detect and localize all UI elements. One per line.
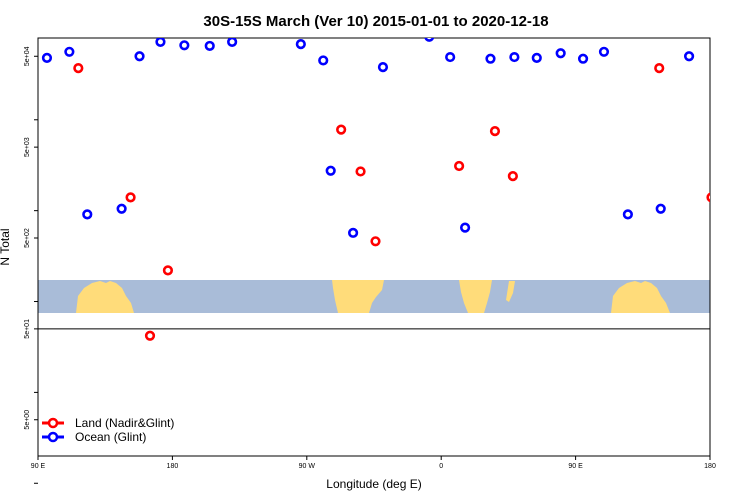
ocean-point-27 [655, 203, 666, 214]
x-tick-label-3: 0 [439, 463, 443, 470]
x-tick-label-2: 90 W [299, 463, 316, 470]
ocean-point-18 [445, 51, 456, 63]
x-tick-label-0: 90 E [31, 463, 46, 470]
ocean-point-7 [204, 40, 215, 52]
land-point-12 [489, 126, 501, 137]
x-tick-label-5: 180 [704, 463, 716, 470]
ocean-point-13 [325, 165, 336, 176]
chart-title: 30S-15S March (Ver 10) 2015-01-01 to 202… [203, 13, 548, 30]
ocean-point-17 [424, 38, 435, 42]
world-map-band [38, 280, 710, 313]
x-axis-label: Longitude (deg E) [326, 477, 421, 491]
land-point-4 [144, 330, 156, 341]
land-australia-2 [611, 281, 670, 313]
land-point-1 [91, 10, 99, 18]
land-america [332, 280, 384, 313]
ocean-point-15 [377, 61, 389, 73]
legend-land-label: Land (Nadir&Glint) [75, 416, 174, 430]
ocean-point-29 [712, 38, 720, 46]
x-tick-label-1: 180 [167, 463, 179, 470]
land-point-10 [454, 160, 465, 172]
legend: Land (Nadir&Glint) Ocean (Glint) [42, 416, 174, 444]
ocean-point-24 [577, 53, 589, 64]
ocean-point-5 [155, 38, 166, 47]
land-point-9 [370, 236, 381, 247]
land-point-15 [672, 10, 680, 18]
ocean-point-6 [179, 40, 190, 51]
land-point-5 [162, 265, 174, 276]
ocean-point-23 [555, 48, 566, 59]
ocean-point-25 [598, 46, 610, 57]
land-point-18 [727, 332, 735, 340]
land-point-14 [654, 63, 665, 74]
x-tick-label-4: 90 E [568, 463, 583, 470]
ocean-point-4 [134, 51, 145, 62]
land-point-3 [125, 192, 136, 203]
land-point-8 [355, 166, 366, 177]
ocean-point-21 [509, 51, 520, 63]
ocean-point-3 [116, 203, 127, 214]
land-point-7 [336, 124, 347, 135]
land-point-0 [73, 63, 84, 74]
ocean-point-0 [41, 52, 53, 63]
y-tick-label-3: 5e+02 [24, 228, 31, 248]
land-point-17 [706, 192, 710, 203]
x-axis: 90 E 180 90 W 0 90 E 180 [31, 456, 716, 470]
ocean-point-20 [485, 53, 496, 64]
land-africa [459, 280, 492, 313]
data-points [41, 10, 735, 341]
ocean-point-28 [683, 51, 695, 62]
legend-land-marker [47, 417, 59, 429]
legend-ocean-label: Ocean (Glint) [75, 430, 146, 444]
ocean-point-11 [295, 39, 306, 50]
y-axis-label: N Total [0, 228, 12, 265]
ocean-point-1 [64, 46, 75, 57]
land-point-16 [693, 23, 701, 31]
ocean-point-12 [318, 55, 329, 66]
ocean-point-22 [531, 52, 542, 63]
y-tick-label-1: 5e+00 [24, 410, 31, 430]
ocean-point-26 [622, 209, 633, 220]
land-point-2 [110, 23, 118, 31]
ocean-point-14 [347, 227, 359, 238]
land-point-13 [507, 171, 518, 182]
y-tick-label-2: 5e+01 [24, 319, 31, 339]
land-madagascar [506, 281, 515, 302]
plot-frame [37, 37, 711, 457]
y-tick-label-5: 5e+04 [24, 46, 31, 66]
ocean-point-19 [459, 222, 471, 233]
land-australia-1 [76, 281, 134, 313]
ocean-point-2 [82, 209, 93, 220]
legend-ocean-marker [47, 431, 59, 443]
ocean-point-8 [227, 38, 238, 47]
y-tick-label-4: 5e+03 [24, 137, 31, 157]
